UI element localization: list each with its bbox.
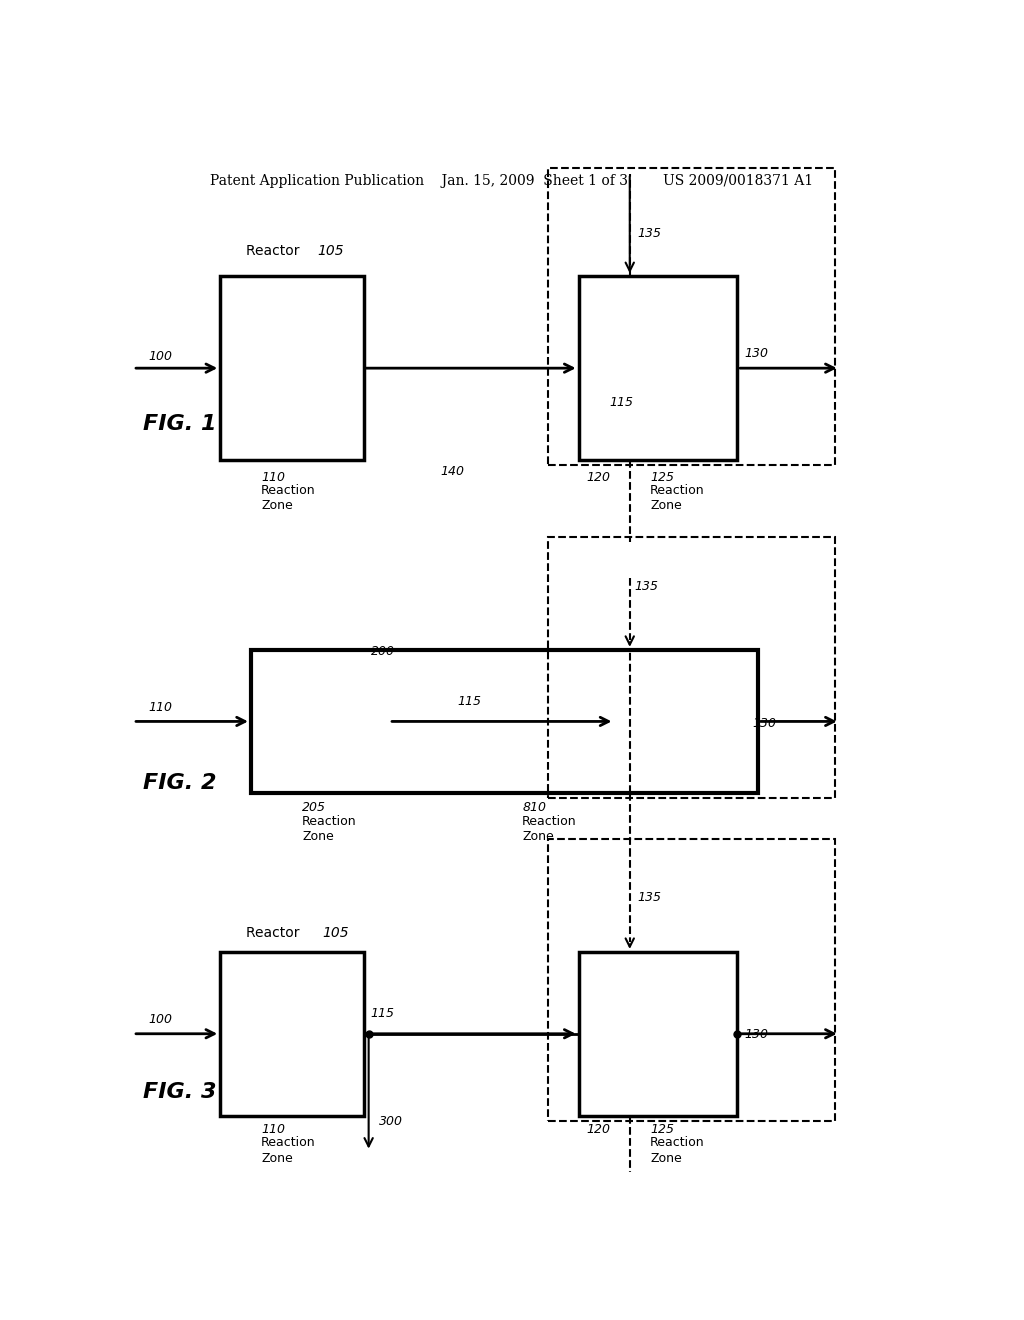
Bar [579,276,737,461]
Text: 110: 110 [261,470,285,483]
Text: Reactor: Reactor [246,244,304,257]
Bar [548,840,835,1121]
Text: 110: 110 [148,701,172,714]
Text: Reaction: Reaction [650,484,705,496]
Text: 110: 110 [261,1123,285,1135]
Text: 120: 120 [587,1123,610,1135]
Text: 205: 205 [302,801,326,814]
Text: 135: 135 [635,581,658,594]
Text: Reaction: Reaction [302,814,356,828]
Text: 115: 115 [371,1007,394,1020]
Text: FIG. 2: FIG. 2 [143,772,217,792]
Bar [548,537,835,799]
Text: 130: 130 [744,347,768,360]
Text: 200: 200 [371,645,394,657]
Text: 130: 130 [744,1028,768,1041]
Bar [220,952,364,1115]
Text: 115: 115 [609,396,633,409]
Text: 125: 125 [650,1123,674,1135]
Text: 810: 810 [522,801,546,814]
Text: 105: 105 [323,925,349,940]
Bar [220,276,364,461]
Text: 115: 115 [458,696,481,708]
Text: Reactor: Reactor [246,925,304,940]
Text: 130: 130 [753,717,776,730]
Bar [579,952,737,1115]
Text: Zone: Zone [302,830,334,843]
Text: 105: 105 [317,244,344,257]
Text: 125: 125 [650,470,674,483]
Text: 100: 100 [148,350,172,363]
Bar [251,649,758,793]
Text: FIG. 3: FIG. 3 [143,1082,217,1102]
Text: 300: 300 [379,1115,402,1129]
Text: Reaction: Reaction [522,814,577,828]
Bar [548,169,835,466]
Text: Zone: Zone [522,830,554,843]
Text: FIG. 1: FIG. 1 [143,414,217,434]
Text: 100: 100 [148,1012,172,1026]
Text: Zone: Zone [261,499,293,512]
Text: Reaction: Reaction [261,484,315,496]
Text: Zone: Zone [650,499,682,512]
Text: 135: 135 [637,227,660,240]
Text: 135: 135 [637,891,660,904]
Text: Zone: Zone [650,1151,682,1164]
Text: Zone: Zone [261,1151,293,1164]
Text: Reaction: Reaction [650,1137,705,1150]
Text: 140: 140 [440,466,464,478]
Text: Patent Application Publication    Jan. 15, 2009  Sheet 1 of 3        US 2009/001: Patent Application Publication Jan. 15, … [211,174,813,187]
Text: Reaction: Reaction [261,1137,315,1150]
Text: 120: 120 [587,470,610,483]
